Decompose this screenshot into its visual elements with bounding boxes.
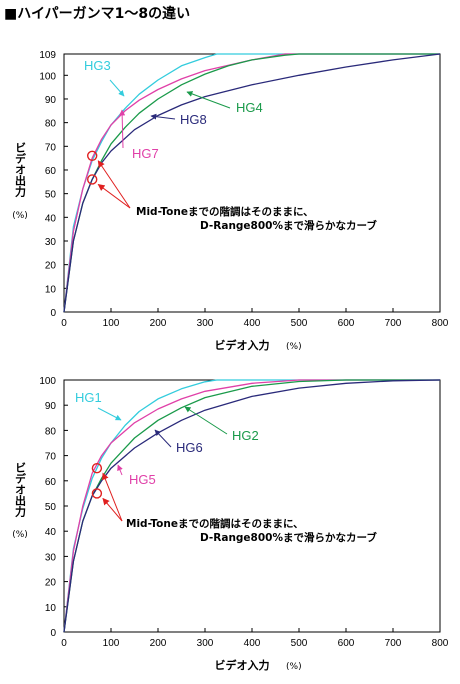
series-label-arrow — [117, 464, 123, 476]
y-tick-label: 30 — [45, 237, 57, 248]
annotation-text: D-Range800%まで滑らかなカーブ — [200, 219, 377, 232]
y-tick-label: 60 — [45, 166, 57, 177]
y-tick-label: 80 — [45, 426, 57, 437]
series-line-hg3 — [63, 53, 440, 313]
series-label-arrow — [119, 109, 126, 149]
x-axis-unit: (%) — [286, 662, 302, 672]
highlight-marker — [91, 488, 103, 499]
plot-frame — [63, 53, 441, 313]
x-tick-label: 500 — [291, 318, 308, 329]
y-tick-label: 100 — [39, 71, 56, 82]
x-tick-label: 700 — [385, 638, 402, 649]
x-tick-label: 400 — [244, 638, 261, 649]
series-label-hg6: HG6 — [176, 440, 203, 455]
y-tick-label: 90 — [45, 401, 57, 412]
x-tick-label: 0 — [61, 638, 67, 649]
series-line-hg8 — [63, 53, 441, 313]
series-line-hg7 — [63, 53, 440, 313]
y-axis-unit: (%) — [12, 530, 28, 540]
series-line-hg5 — [63, 379, 440, 633]
y-tick-label: 50 — [45, 502, 57, 513]
series-label-hg1: HG1 — [75, 390, 102, 405]
y-tick-label: 10 — [45, 284, 57, 295]
x-tick-label: 600 — [338, 638, 355, 649]
y-tick-label: 70 — [45, 452, 57, 463]
x-axis-label: ビデオ入力 — [215, 338, 270, 352]
series-label-hg4: HG4 — [236, 100, 263, 115]
y-tick-label: 20 — [45, 578, 57, 589]
series-label-arrow — [184, 406, 228, 435]
y-tick-label: 50 — [45, 190, 57, 201]
series-label-arrow — [109, 79, 125, 97]
highlight-marker — [86, 150, 98, 161]
annotation-arrow — [97, 160, 131, 209]
y-tick-label: 100 — [39, 376, 56, 387]
x-tick-label: 300 — [197, 638, 214, 649]
highlight-marker — [91, 463, 103, 474]
y-tick-label: 90 — [45, 95, 57, 106]
x-tick-label: 300 — [197, 318, 214, 329]
series-line-hg1 — [63, 379, 440, 633]
chart-1: 0 100 200 300 400 500 600 700 800 0 10 20 30 40 50 60 70… — [12, 50, 449, 352]
y-tick-label: 10 — [45, 603, 57, 614]
series-line-hg6 — [63, 379, 441, 633]
series-label-hg5: HG5 — [129, 472, 156, 487]
plot-frame — [63, 379, 441, 633]
page-title: ■ハイパーガンマ1～8の違い — [4, 6, 191, 22]
series-label-arrow — [97, 407, 122, 421]
x-tick-label: 500 — [291, 638, 308, 649]
annotation-arrow — [101, 472, 123, 522]
chart-2: 0 100 200 300 400 500 600 700 800 0 10 20 30 40 50 60 70… — [12, 376, 449, 672]
y-tick-label: 0 — [50, 308, 56, 319]
x-tick-label: 600 — [338, 318, 355, 329]
y-tick-label: 0 — [50, 628, 56, 639]
y-tick-label: 40 — [45, 213, 57, 224]
annotation-text: D-Range800%まで滑らかなカーブ — [200, 531, 377, 544]
y-tick-label: 80 — [45, 119, 57, 130]
series-label-hg2: HG2 — [232, 428, 259, 443]
x-tick-label: 100 — [103, 318, 120, 329]
y-tick-label: 70 — [45, 142, 57, 153]
x-tick-label: 100 — [103, 638, 120, 649]
x-tick-label: 700 — [385, 318, 402, 329]
series-line-hg2 — [63, 379, 440, 633]
x-tick-label: 0 — [61, 318, 67, 329]
annotation-text: Mid-Toneまでの階調はそのままに、 — [136, 205, 314, 218]
y-tick-label: 20 — [45, 261, 57, 272]
y-axis-unit: (%) — [12, 211, 28, 221]
annotation-text: Mid-Toneまでの階調はそのままに、 — [126, 517, 304, 530]
x-axis-label: ビデオ入力 — [215, 658, 270, 672]
y-tick-label: 60 — [45, 477, 57, 488]
x-tick-label: 800 — [432, 318, 449, 329]
series-label-hg8: HG8 — [180, 112, 207, 127]
y-tick-label: 30 — [45, 552, 57, 563]
series-label-arrow — [186, 91, 231, 109]
series-label-arrow — [150, 113, 176, 120]
highlight-marker — [86, 174, 98, 185]
y-axis-label: ビデオ出力 — [14, 462, 27, 518]
x-axis-unit: (%) — [286, 342, 302, 352]
series-label-hg7: HG7 — [132, 146, 159, 161]
x-tick-label: 400 — [244, 318, 261, 329]
annotation-arrow — [102, 497, 123, 522]
y-axis-label: ビデオ出力 — [14, 142, 27, 198]
annotation-arrow — [97, 184, 131, 209]
y-tick-label: 109 — [39, 50, 56, 61]
series-label-hg3: HG3 — [84, 58, 111, 73]
y-tick-label: 40 — [45, 527, 57, 538]
x-tick-label: 200 — [150, 318, 167, 329]
series-label-arrow — [154, 429, 172, 448]
series-line-hg4 — [63, 53, 440, 313]
x-tick-label: 800 — [432, 638, 449, 649]
x-tick-label: 200 — [150, 638, 167, 649]
